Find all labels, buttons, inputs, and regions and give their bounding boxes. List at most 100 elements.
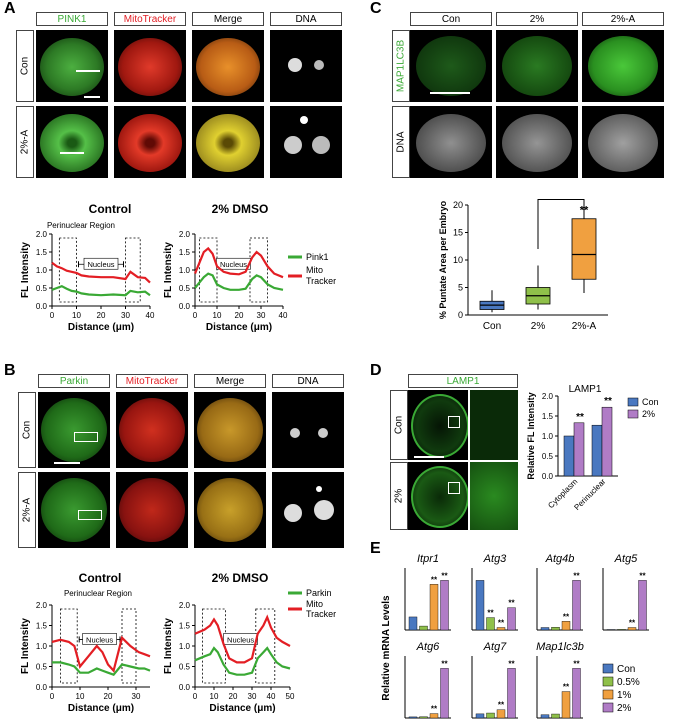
image-d-lamp1-con [408, 390, 468, 460]
e-chart-marks: Itpr1** **Atg3******Atg4b****Atg5****Atg6… [381, 553, 649, 719]
image-c-lc3-2 [496, 30, 578, 102]
row-label-d-con: Con [390, 390, 408, 460]
y-axis-label: FL Intensity [20, 618, 31, 674]
b-plot1-annotation: Perinuclear Region [64, 589, 132, 598]
y-tick-label: 2.0 [36, 230, 48, 239]
y-tick-label: 0.0 [179, 302, 191, 311]
image-a-dna-con [270, 30, 342, 102]
sig-marker: ** [573, 659, 580, 668]
y-tick-label: 1.0 [542, 432, 554, 441]
sig-bracket [537, 199, 585, 249]
image-b-dna-2a [272, 472, 344, 548]
x-tick-label: Con [483, 321, 501, 332]
x-tick-label: 0 [193, 311, 198, 320]
header-merge: Merge [192, 12, 264, 26]
row-label-d-2: 2% [390, 462, 408, 530]
gene-title: Atg6 [416, 641, 441, 653]
y-tick-label: 10 [453, 255, 463, 265]
sig-marker: ** [580, 204, 589, 216]
y-tick-label: 15 [453, 228, 463, 238]
region-box [58, 237, 77, 303]
a-plot1-annotation: Perinuclear Region [47, 221, 115, 230]
bar-1% [561, 621, 571, 631]
sig-marker: ** [639, 571, 646, 580]
x-tick-label: 30 [248, 692, 257, 701]
legend-swatch [602, 663, 614, 674]
nucleus-label-box [83, 257, 119, 270]
b-plot2: 0.0 0.5 1.0 1.5 2.0 0 10 20 30 40 50 Distance (μm) F… [163, 601, 295, 714]
image-c-dna-con [410, 106, 492, 178]
legend-swatch [627, 397, 639, 407]
image-d-lamp1-con-zoom [470, 390, 518, 460]
y-tick-label: 2.0 [179, 601, 191, 610]
panel-label-b: B [4, 362, 16, 379]
bar-Con [591, 424, 603, 477]
bar-2% [440, 668, 449, 719]
y-tick-label: 1.5 [36, 248, 48, 257]
x-tick-label: 10 [72, 311, 81, 320]
legend-label: Con [642, 397, 659, 407]
x-tick-label: 0 [193, 692, 198, 701]
y-axis-label: FL Intensity [20, 242, 31, 298]
x-axis-label: Distance (μm) [206, 322, 272, 333]
image-c-lc3-2a [582, 30, 664, 102]
y-tick-label: 1.0 [36, 266, 48, 275]
gene-title: Atg5 [614, 553, 639, 565]
bar-Con [563, 435, 575, 477]
legend-swatch [602, 676, 614, 687]
bar-2% [572, 668, 581, 719]
bar-1% [627, 627, 637, 631]
region-box [125, 237, 141, 303]
x-axis-label: Distance (μm) [68, 703, 134, 714]
panel-label-e: E [370, 540, 381, 557]
panel-c-chart: 0 5 10 15 20 % Puntate Area per Embryo Con 2% 2%… [438, 195, 608, 332]
b-legend-mito: Mito [306, 599, 323, 609]
y-tick-label: 0.0 [179, 683, 191, 692]
legend-swatch [602, 702, 614, 713]
y-axis-label: % Puntate Area per Embryo [438, 200, 448, 319]
x-tick-label: 10 [213, 311, 222, 320]
sig-marker: ** [498, 619, 505, 628]
y-axis-label: FL Intensity [163, 618, 174, 674]
series-line-green [194, 646, 291, 676]
y-tick-label: 1.5 [542, 412, 554, 421]
sig-marker: ** [441, 659, 448, 668]
row-label-con: Con [16, 30, 34, 102]
nucleus-label: Nucleus [86, 635, 113, 644]
legend-label: 1% [617, 690, 632, 701]
gene-title: Atg4b [545, 553, 575, 565]
x-tick-label: 50 [286, 692, 295, 701]
bar-1% [496, 627, 506, 631]
x-tick-label: 40 [146, 311, 155, 320]
bar-2% [507, 607, 516, 631]
series-line-red [51, 261, 151, 284]
a-plot2: 0.0 0.5 1.0 1.5 2.0 0 10 20 30 40 Distance (μm) FL … [163, 230, 288, 333]
sig-marker: ** [563, 683, 570, 692]
c-chart-marks: 0 5 10 15 20 % Puntate Area per Embryo Con 2% 2%… [438, 195, 608, 332]
image-a-merge-con [192, 30, 264, 102]
series-line-green [51, 285, 151, 297]
sig-marker: ** [573, 571, 580, 580]
header-b-dna: DNA [272, 374, 344, 388]
legend-label: 2% [617, 703, 632, 714]
x-tick-label: 2%-A [572, 321, 597, 332]
bar-2% [507, 668, 516, 719]
nucleus-label: Nucleus [220, 260, 247, 269]
bar-1% [496, 709, 506, 719]
y-tick-label: 1.5 [36, 622, 48, 631]
sig-marker: ** [604, 396, 612, 407]
x-axis-label: Distance (μm) [209, 703, 275, 714]
image-d-lamp1-2 [408, 462, 468, 530]
image-a-mito-2a [114, 106, 186, 178]
region-box [249, 237, 269, 303]
nucleus-label: Nucleus [87, 260, 114, 269]
y-tick-label: 1.5 [179, 248, 191, 257]
x-tick-label: 30 [132, 692, 141, 701]
panel-label-c: C [370, 0, 382, 17]
image-a-pink1-con [36, 30, 108, 102]
bar-Con [540, 714, 550, 719]
bar-0.5% [486, 617, 495, 631]
image-a-mito-con [114, 30, 186, 102]
a-plot1: 0.0 0.5 1.0 1.5 2.0 0 10 20 30 40 Distance (μm) FL … [20, 230, 155, 333]
